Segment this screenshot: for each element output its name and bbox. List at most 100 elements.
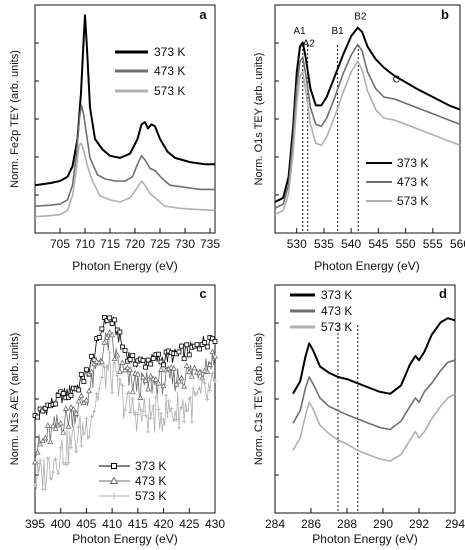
x-tick-label: 730 (175, 237, 195, 251)
annotation-b2: B2 (354, 11, 367, 22)
data-point (140, 373, 146, 380)
data-point (122, 348, 128, 353)
data-point (210, 336, 215, 342)
data-point (106, 329, 113, 335)
data-point (188, 373, 195, 379)
panel-a-xlabel: Photon Energy (eV) (72, 259, 177, 273)
data-point (110, 390, 115, 395)
legend-label-573k: 573 K (321, 320, 352, 334)
data-point (81, 432, 86, 437)
data-point (48, 476, 53, 481)
data-point (158, 366, 164, 372)
data-point (184, 408, 189, 413)
data-point (143, 364, 148, 370)
series-line (274, 43, 461, 210)
data-point (189, 419, 194, 424)
data-point (119, 359, 126, 365)
panel-a-ylabel: Norm. Fe2p TEY (arb. units) (9, 50, 21, 188)
data-point (140, 358, 146, 363)
data-point (148, 416, 153, 421)
data-point (207, 388, 212, 393)
data-point (42, 434, 49, 441)
x-tick-label: 550 (396, 237, 416, 251)
panel-d-label: d (439, 286, 447, 301)
data-point (141, 409, 145, 414)
data-point (176, 349, 182, 355)
data-point (105, 363, 109, 368)
data-point (179, 405, 184, 410)
legend-label-573k: 573 K (154, 84, 185, 98)
data-point (213, 379, 217, 384)
series-573-k (292, 393, 456, 462)
data-point (187, 397, 192, 402)
panel-d-ylabel: Norm. C1s TEY (arb. units) (253, 333, 265, 465)
legend-label-373k: 373 K (321, 288, 352, 302)
data-point (173, 381, 180, 387)
data-point (86, 371, 92, 377)
data-point (69, 445, 73, 450)
data-point (212, 353, 218, 359)
data-point (209, 348, 216, 355)
data-point (35, 414, 40, 420)
legend-marker-473k (109, 476, 119, 484)
data-point (61, 460, 66, 465)
panel-c-ylabel: Norm. N1s AEY (arb. units) (9, 333, 21, 465)
data-point (124, 364, 131, 371)
data-point (138, 407, 143, 412)
data-point (81, 379, 87, 384)
data-point (128, 410, 133, 415)
data-point (197, 346, 202, 352)
series-373-k (34, 14, 215, 187)
data-point (75, 397, 82, 404)
data-point (127, 366, 134, 372)
data-point (212, 338, 218, 344)
x-tick-label: 560 (450, 237, 465, 251)
data-point (166, 399, 171, 404)
data-point (98, 358, 105, 365)
data-point (151, 403, 156, 408)
data-point (35, 461, 40, 466)
data-point (97, 386, 102, 391)
data-point (133, 410, 138, 415)
data-point (191, 364, 198, 371)
x-tick-label: 430 (205, 517, 225, 531)
data-point (137, 394, 144, 400)
data-point (45, 456, 50, 461)
data-point (115, 373, 120, 378)
series-573-k (274, 60, 461, 216)
data-point (92, 409, 97, 414)
data-point (79, 444, 84, 449)
data-point (174, 417, 179, 422)
data-point (123, 407, 127, 412)
data-point (101, 339, 108, 345)
panel-c-label: c (199, 286, 206, 301)
data-point (150, 356, 156, 361)
legend-label-473k: 473 K (154, 64, 185, 78)
data-point (68, 392, 74, 398)
data-point (161, 362, 166, 368)
panel-b-xlabel: Photon Energy (eV) (314, 259, 419, 273)
legend-marker-373k (111, 463, 117, 469)
x-tick-label: 545 (368, 237, 388, 251)
data-point (33, 483, 37, 488)
x-axis-ticks: 705 710 715 720 725 730 735 (35, 42, 220, 251)
series-line (34, 142, 216, 218)
x-tick-label: 405 (76, 517, 96, 531)
data-point (80, 399, 87, 406)
x-tick-label: 294 (445, 517, 465, 531)
data-point (87, 434, 91, 439)
data-point (53, 401, 58, 407)
data-point (146, 429, 151, 434)
x-tick-label: 288 (337, 517, 357, 531)
data-point (161, 417, 166, 422)
x-tick-label: 715 (100, 237, 120, 251)
data-point (78, 392, 85, 398)
data-point (112, 360, 117, 365)
panel-a-frame (34, 4, 216, 234)
panel-b-legend: 373 K 473 K 573 K (366, 156, 428, 208)
data-point (195, 390, 199, 395)
data-point (186, 352, 192, 358)
data-point (182, 419, 187, 424)
x-tick-label: 395 (25, 517, 45, 531)
data-point (62, 405, 69, 411)
